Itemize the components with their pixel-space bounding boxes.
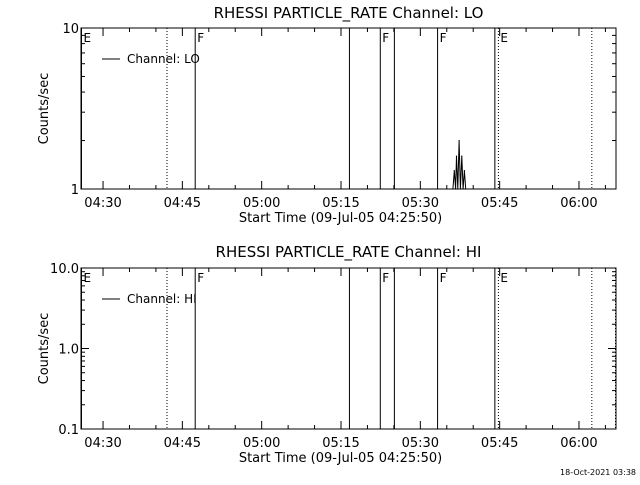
data-point (465, 188, 467, 190)
event-marker-flag: E (84, 31, 92, 45)
footer-timestamp: 18-Oct-2021 03:38 (560, 468, 636, 477)
x-tick-label: 05:00 (243, 436, 280, 451)
legend-label: Channel: HI (127, 292, 197, 306)
chart-title: RHESSI PARTICLE_RATE Channel: HI (216, 243, 482, 262)
legend-label: Channel: LO (127, 52, 200, 66)
y-tick-label: 0.1 (58, 423, 79, 438)
y-tick-label: 10 (62, 22, 79, 37)
x-tick-label: 05:00 (243, 196, 280, 211)
event-marker-flag: F (197, 271, 204, 285)
data-point (452, 188, 454, 190)
event-marker-flag: E (500, 31, 508, 45)
panel-lo: RHESSI PARTICLE_RATE Channel: LO 04:30 04:… (37, 4, 617, 226)
data-point (453, 170, 455, 172)
x-axis-label: Start Time (09-Jul-05 04:25:50) (239, 211, 442, 226)
event-marker-flag: F (440, 31, 447, 45)
x-tick-label: 04:30 (84, 436, 121, 451)
series-line (452, 140, 467, 190)
x-tick-label: 04:45 (164, 196, 201, 211)
x-axis-label: Start Time (09-Jul-05 04:25:50) (239, 451, 442, 466)
x-tick-label: 05:45 (481, 196, 518, 211)
y-tick-label: 1.0 (58, 343, 79, 358)
chart-title: RHESSI PARTICLE_RATE Channel: LO (214, 4, 484, 23)
event-marker-flag: F (197, 31, 204, 45)
data-point (454, 188, 457, 190)
y-axis-label: Counts/sec (37, 313, 52, 385)
x-tick-label: 04:45 (164, 436, 201, 451)
x-tick-label: 05:45 (481, 436, 518, 451)
event-marker-flag: F (382, 31, 389, 45)
data-point (458, 139, 460, 142)
event-marker-flag: E (84, 271, 92, 285)
data-point (461, 155, 463, 157)
panel-hi: RHESSI PARTICLE_RATE Channel: HI 04:30 04:… (37, 243, 617, 466)
x-tick-label: 05:15 (322, 436, 359, 451)
event-marker-flag: E (500, 271, 508, 285)
x-tick-label: 05:30 (402, 196, 439, 211)
x-tick-label: 05:15 (322, 196, 359, 211)
x-tick-label: 04:30 (84, 196, 121, 211)
event-marker-flag: F (382, 271, 389, 285)
y-tick-label: 1 (71, 183, 79, 198)
data-point (459, 188, 462, 190)
data-point (463, 170, 466, 172)
data-point (462, 188, 464, 190)
data-point (455, 155, 458, 157)
y-axis-label: Counts/sec (37, 73, 52, 145)
data-point (457, 188, 459, 190)
x-tick-label: 05:30 (402, 436, 439, 451)
x-tick-label: 06:00 (560, 436, 597, 451)
x-tick-label: 06:00 (560, 196, 597, 211)
y-tick-label: 10.0 (50, 262, 79, 277)
event-marker-flag: F (440, 271, 447, 285)
